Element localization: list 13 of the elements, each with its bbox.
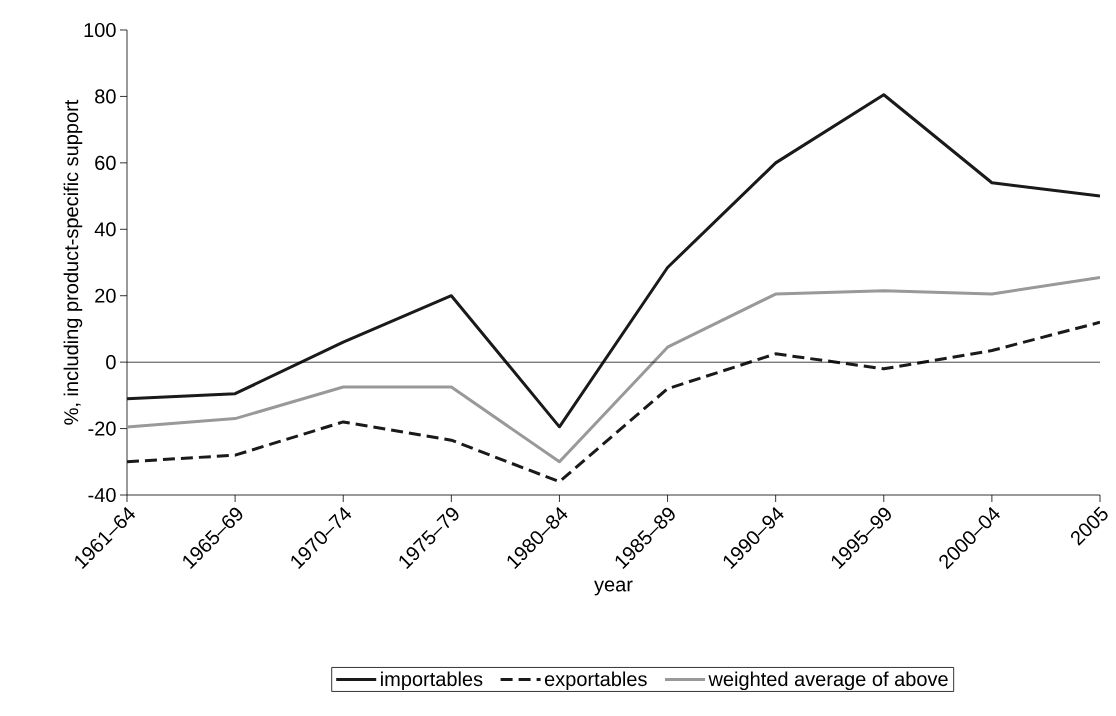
y-tick-label: 80 bbox=[95, 89, 116, 104]
x-axis-title: year bbox=[594, 580, 633, 596]
y-tick-label: 40 bbox=[94, 222, 116, 237]
y-tick-label: -40 bbox=[88, 487, 116, 503]
y-tick-label: 100 bbox=[84, 22, 116, 38]
y-tick-label: 0 bbox=[106, 355, 116, 370]
y-tick-label: -20 bbox=[88, 421, 116, 436]
y-tick-label: 20 bbox=[95, 288, 116, 303]
y-tick-label: 60 bbox=[95, 155, 116, 170]
y-axis-title: %, including product-specific support bbox=[63, 99, 83, 425]
legend-label: importables bbox=[381, 671, 483, 691]
legend-label: weighted average of above bbox=[708, 671, 948, 691]
legend-label: exportables bbox=[544, 671, 647, 691]
